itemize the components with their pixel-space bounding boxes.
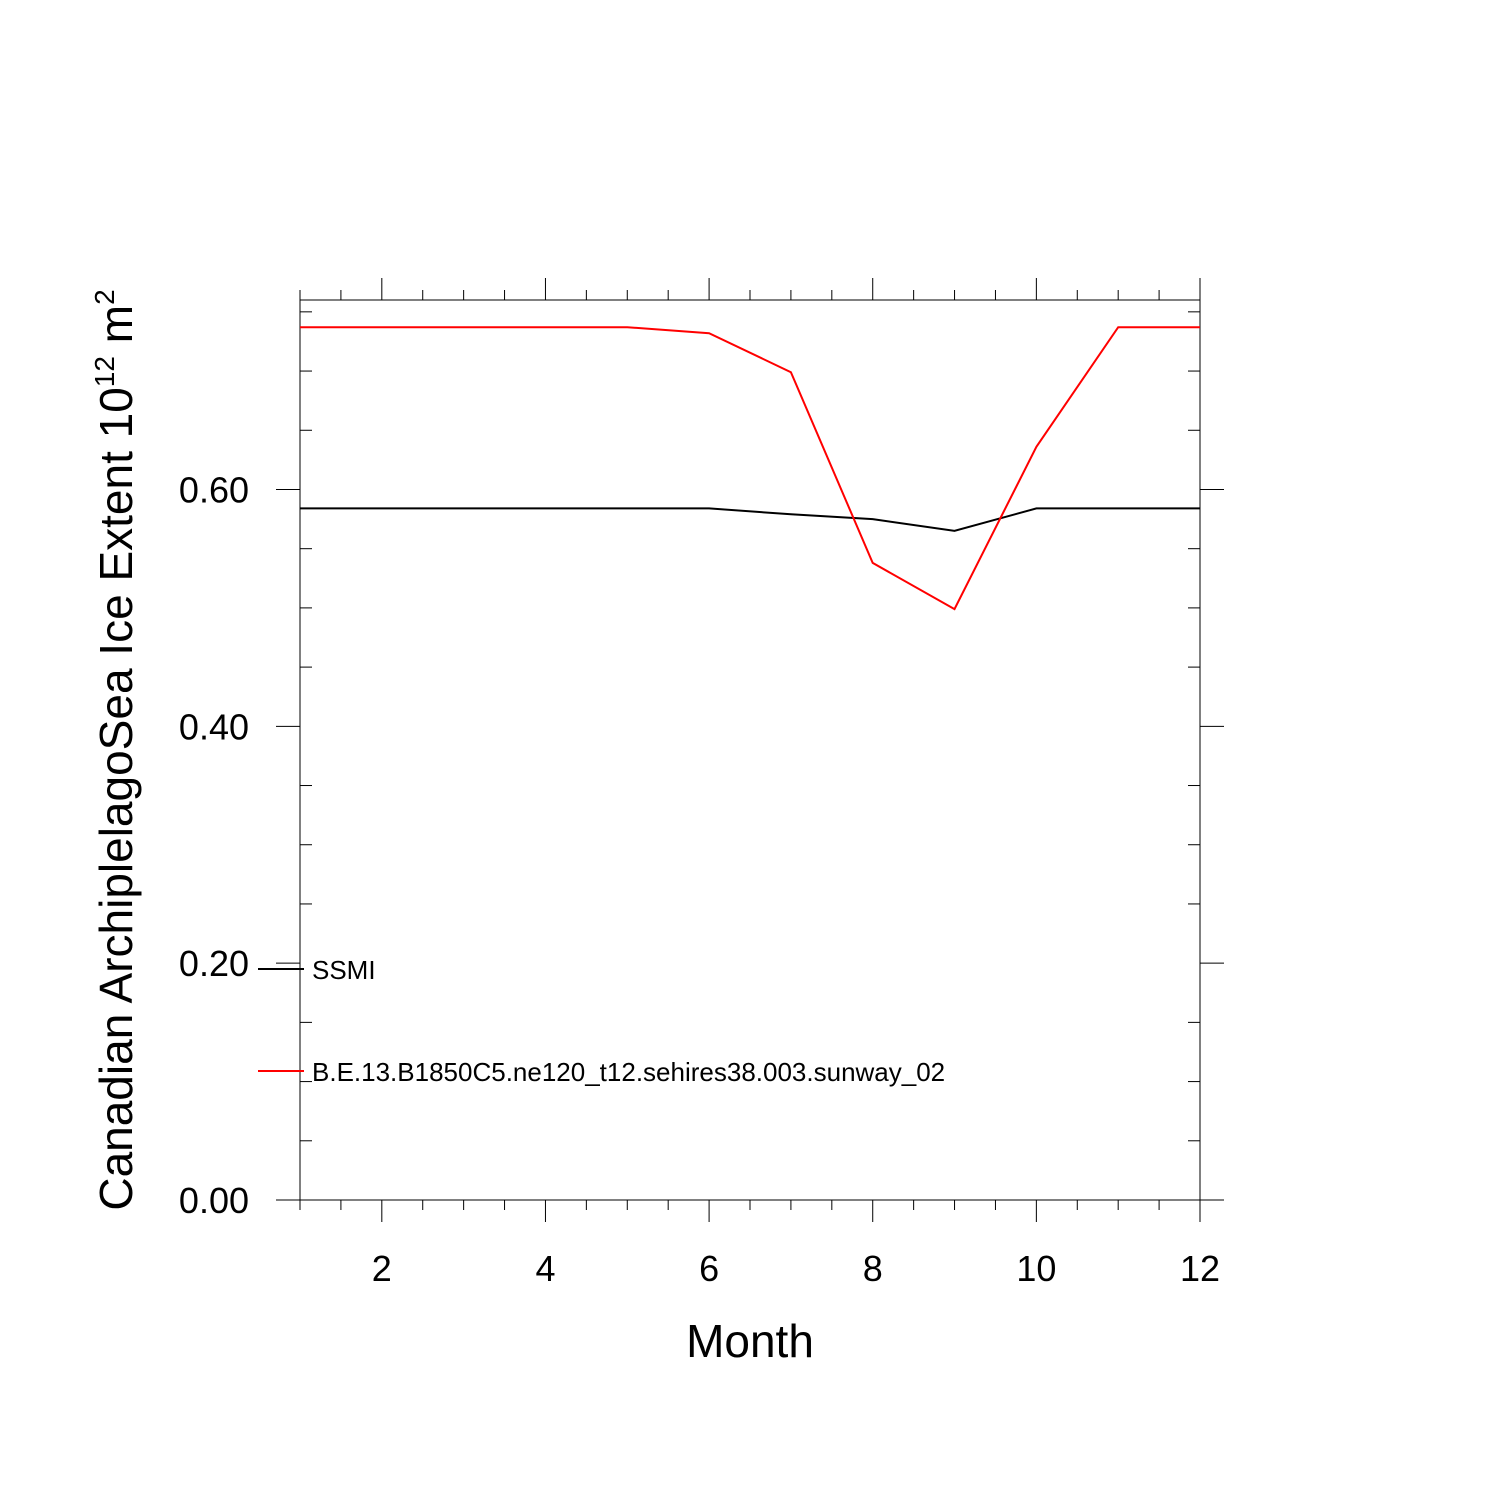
tick-labels: 2 4 6 8 10 12 0.00 0.20 0.40 0.60 — [179, 469, 1220, 1289]
y-axis-title-exponent: 12 — [89, 356, 120, 387]
x-tick-label: 6 — [699, 1248, 719, 1289]
y-tick-label: 0.40 — [179, 706, 249, 747]
legend-label: SSMI — [312, 955, 376, 985]
x-axis-title: Month — [686, 1315, 814, 1367]
legend: SSMI B.E.13.B1850C5.ne120_t12.sehires38.0… — [258, 955, 945, 1087]
legend-label: B.E.13.B1850C5.ne120_t12.sehires38.003.s… — [312, 1057, 945, 1087]
y-tick-label: 0.60 — [179, 469, 249, 510]
x-tick-label: 10 — [1016, 1248, 1056, 1289]
model-line — [300, 326, 1200, 611]
y-axis-title-unit: m — [90, 305, 142, 356]
ssmi-line — [300, 507, 1200, 532]
x-tick-label: 4 — [535, 1248, 555, 1289]
x-tick-label: 12 — [1180, 1248, 1220, 1289]
x-tick-label: 8 — [863, 1248, 883, 1289]
tick-marks — [276, 278, 1224, 1222]
y-axis-title-unit-exponent: 2 — [89, 289, 120, 305]
plot-frame — [299, 299, 1201, 1201]
x-tick-label: 2 — [372, 1248, 392, 1289]
series-lines — [300, 326, 1200, 611]
y-tick-label: 0.20 — [179, 943, 249, 984]
y-axis-title: Canadian ArchiplelagoSea Ice Extent 1012… — [89, 289, 142, 1210]
y-tick-label: 0.00 — [179, 1180, 249, 1221]
y-axis-title-main: Canadian ArchiplelagoSea Ice Extent 10 — [90, 387, 142, 1210]
